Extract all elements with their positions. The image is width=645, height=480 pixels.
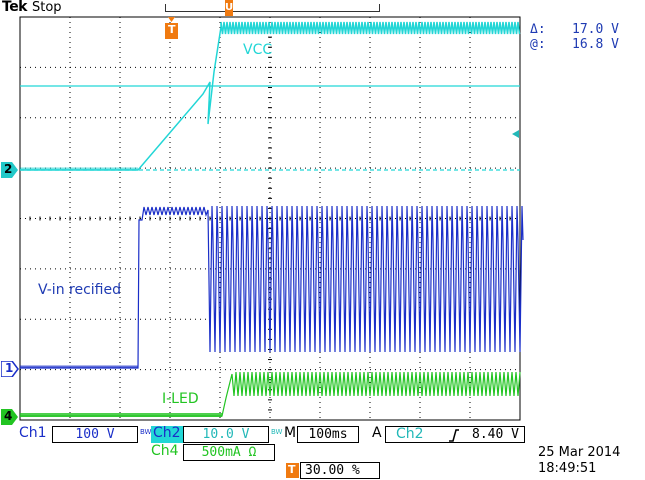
cursor-at-symbol: @: xyxy=(530,37,546,52)
trace-iled xyxy=(20,371,521,417)
trigger-position: 30.00 % xyxy=(305,463,360,478)
ch4-marker-label: 4 xyxy=(4,409,13,423)
ch4-marker-icon xyxy=(1,409,18,425)
cursor-delta-symbol: Δ: xyxy=(530,22,546,37)
ch2-ground-marker[interactable]: 2 xyxy=(1,162,19,182)
ch2-label-box[interactable]: Ch2 xyxy=(151,425,183,443)
ch1-marker-label: 1 xyxy=(5,361,14,375)
trigger-marker-icon xyxy=(165,17,178,39)
trace-label-vcc: VCC xyxy=(243,42,273,58)
trigger-position-indicator: U xyxy=(225,0,233,16)
trace-label-iled: I-LED xyxy=(162,391,199,407)
trigger-time-label: T xyxy=(168,23,176,36)
trigger-level-arrow-icon xyxy=(512,130,519,138)
trigger-pos-label: U xyxy=(225,2,234,13)
trigger-time-marker[interactable]: T xyxy=(165,17,178,40)
trace-vin xyxy=(20,205,524,369)
graticule xyxy=(19,16,521,421)
ch2-scale-box[interactable]: 10.0 V xyxy=(183,426,269,443)
ch2-scale: 10.0 V xyxy=(202,427,250,442)
ch2-label: Ch2 xyxy=(153,425,181,441)
trigger-level-marker xyxy=(512,123,520,142)
run-state: Stop xyxy=(32,0,62,15)
date-display: 25 Mar 2014 xyxy=(538,445,621,460)
ch4-label[interactable]: Ch4 xyxy=(151,443,179,459)
ch4-scale-box[interactable]: 500mA Ω xyxy=(183,444,275,461)
timebase-value: 100ms xyxy=(308,427,348,442)
ch1-marker-icon xyxy=(0,360,19,378)
ch1-bw-limit-icon: BW xyxy=(140,428,152,436)
ch1-label[interactable]: Ch1 xyxy=(19,425,47,441)
brand-logo: Tek xyxy=(2,0,28,15)
trigger-level: 8.40 V xyxy=(472,427,519,442)
trigger-position-marker: T xyxy=(286,463,299,478)
rising-edge-icon xyxy=(449,429,459,442)
ch1-ground-marker[interactable]: 1 xyxy=(0,360,19,381)
trace-label-vin: V-in recified xyxy=(38,282,121,298)
timebase-label: M xyxy=(284,425,297,441)
ch2-marker-icon xyxy=(1,162,18,178)
cursor-at-value: 16.8 V xyxy=(572,37,619,52)
ch1-scale: 100 V xyxy=(75,427,115,442)
trigger-box[interactable]: Ch2 8.40 V xyxy=(385,426,525,443)
record-view-bar xyxy=(165,4,380,12)
trigger-source: Ch2 xyxy=(396,426,424,442)
time-display: 18:49:51 xyxy=(538,461,597,476)
trigger-position-box[interactable]: 30.00 % xyxy=(300,462,380,479)
ch1-scale-box[interactable]: 100 V xyxy=(52,426,138,443)
ch4-ground-marker[interactable]: 4 xyxy=(1,409,19,429)
ch2-marker-label: 2 xyxy=(4,162,13,176)
trace-vcc xyxy=(20,21,521,171)
cursor-delta-value: 17.0 V xyxy=(572,22,619,37)
trigger-position-marker-label: T xyxy=(288,463,296,476)
trigger-mode: A xyxy=(372,425,382,441)
ch2-bw-limit-icon: BW xyxy=(271,428,283,436)
timebase-box[interactable]: 100ms xyxy=(297,426,359,443)
ch4-scale: 500mA Ω xyxy=(201,445,257,460)
